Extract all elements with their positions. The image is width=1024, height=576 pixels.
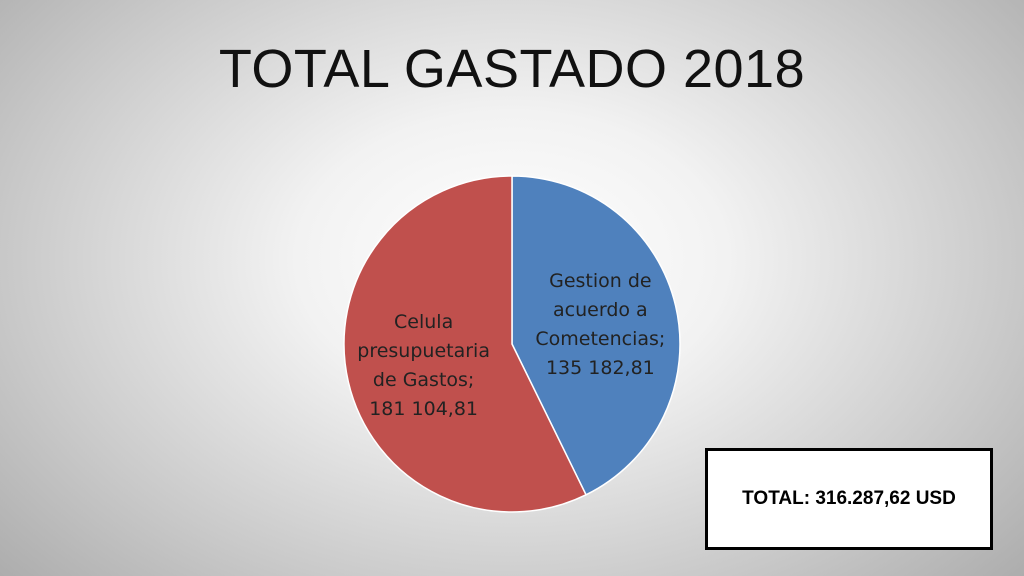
slice-label-line: Celula	[394, 311, 453, 333]
slide-title: TOTAL GASTADO 2018	[218, 39, 806, 99]
slice-label-line: Gestion de	[549, 270, 652, 292]
slice-label-2: Celula presupuetaria de Gastos; 181 104,81	[357, 311, 490, 420]
pie-slice-2	[343, 175, 588, 513]
slice-label-line: 181 104,81	[369, 398, 478, 420]
slice-label-line: Cometencias;	[535, 328, 665, 350]
slice-label-line: 135 182,81	[546, 357, 655, 379]
slice-label-line: acuerdo a	[553, 299, 648, 321]
slice-label-line: de Gastos;	[373, 369, 474, 391]
slice-label-1: Gestion de acuerdo a Cometencias; 135 182,8…	[535, 270, 665, 379]
slice-label-line: presupuetaria	[357, 340, 490, 362]
total-box: TOTAL: 316.287,62 USD	[705, 448, 993, 550]
pie-slice-1	[511, 175, 681, 496]
total-label: TOTAL: 316.287,62 USD	[742, 488, 956, 509]
